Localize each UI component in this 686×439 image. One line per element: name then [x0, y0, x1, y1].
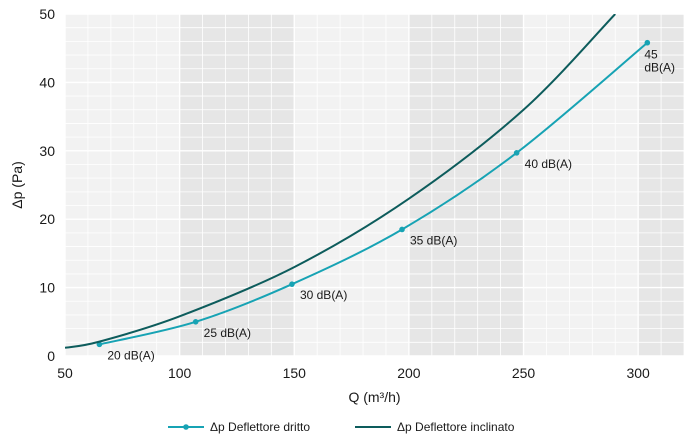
data-point [192, 319, 199, 325]
plot-band [179, 14, 295, 356]
x-tick-label: 150 [283, 365, 307, 381]
y-axis-label: Δp (Pa) [9, 161, 25, 208]
legend-label-0: Δp Deflettore dritto [210, 420, 310, 434]
plot-band [294, 14, 409, 356]
axes: 50 100 150 200 250 300 0 10 20 30 40 50 [39, 6, 650, 381]
data-point [513, 150, 520, 156]
y-tick-label: 0 [47, 348, 55, 364]
series-layer [65, 14, 651, 349]
data-label: 30 dB(A) [300, 288, 347, 302]
legend-marker [183, 424, 189, 430]
x-tick-label: 100 [168, 365, 192, 381]
y-tick-label: 40 [39, 74, 55, 90]
plot-band [408, 14, 524, 356]
plot-band [523, 14, 639, 356]
series-line-1 [65, 14, 616, 349]
legend-label-1: Δp Deflettore inclinato [397, 420, 515, 434]
y-tick-label: 30 [39, 143, 55, 159]
data-label: 45 dB(A) [644, 48, 675, 75]
data-point [289, 281, 295, 287]
data-point [644, 39, 651, 46]
data-label: 40 dB(A) [525, 157, 572, 171]
x-tick-label: 250 [512, 365, 536, 381]
x-axis-label: Q (m³/h) [348, 389, 400, 405]
legend: Δp Deflettore dritto Δp Deflettore inclin… [168, 420, 515, 434]
y-tick-label: 20 [39, 211, 55, 227]
data-label: 35 dB(A) [410, 233, 457, 247]
x-tick-label: 300 [626, 365, 650, 381]
data-point [399, 226, 405, 233]
plot-band [65, 14, 180, 356]
data-label: 20 dB(A) [107, 348, 154, 362]
x-tick-label: 200 [397, 365, 421, 381]
annotations-layer: 20 dB(A) 25 dB(A) 30 dB(A) 35 dB(A) 40 dB(A)… [107, 48, 675, 363]
x-tick-label: 50 [57, 365, 73, 381]
plot-background [65, 14, 684, 356]
data-label: 25 dB(A) [204, 326, 251, 340]
y-tick-label: 50 [39, 6, 55, 22]
y-tick-label: 10 [39, 280, 55, 296]
